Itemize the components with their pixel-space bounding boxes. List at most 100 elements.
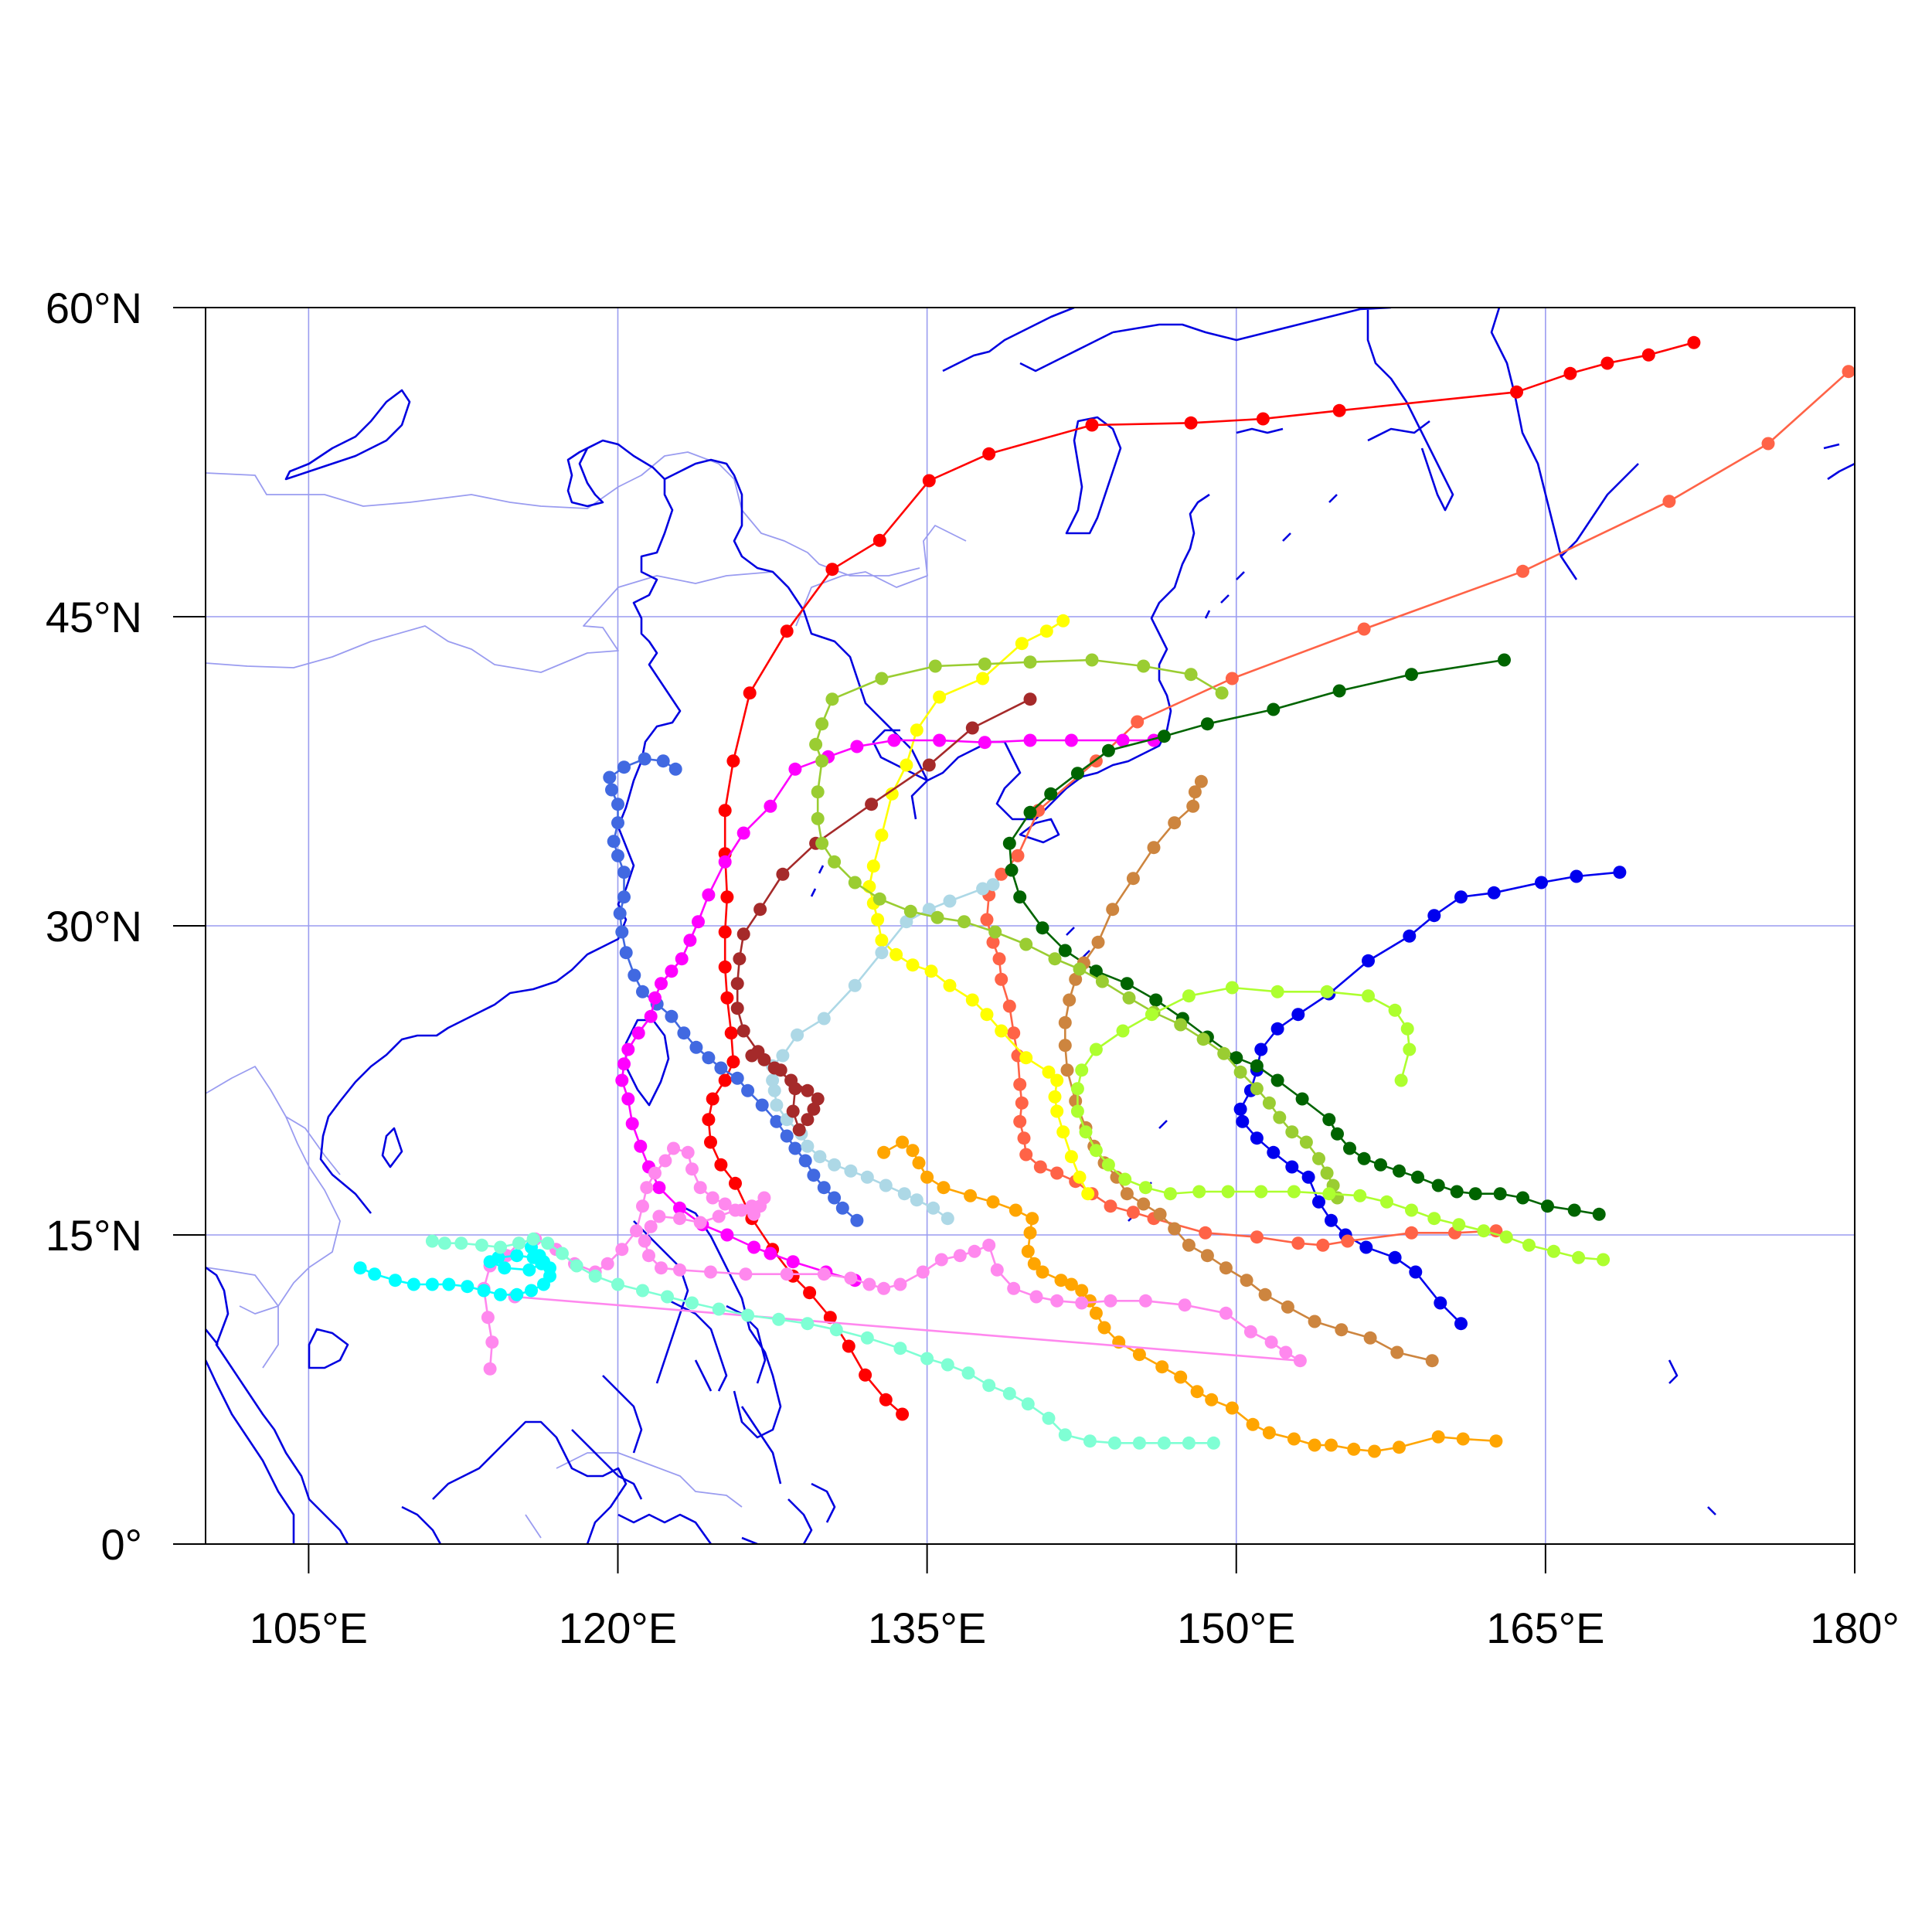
track-point: [995, 1024, 1009, 1038]
track-point: [556, 1247, 569, 1260]
track-point: [850, 740, 864, 753]
track-point: [494, 1287, 507, 1301]
track-point: [1641, 348, 1655, 362]
track-point: [866, 859, 880, 873]
track-point: [1331, 1127, 1344, 1141]
track-point: [1405, 1203, 1418, 1217]
track-point: [906, 958, 920, 972]
track-point: [1050, 1166, 1064, 1180]
track-point: [912, 1156, 926, 1170]
track-point: [1499, 1230, 1513, 1244]
track-point: [801, 1317, 815, 1331]
track-point: [1390, 1345, 1404, 1359]
track-point: [1050, 1104, 1064, 1118]
track-point: [1359, 1240, 1373, 1254]
track-point: [714, 1061, 728, 1075]
track-point: [1095, 975, 1109, 988]
track-point: [980, 913, 994, 927]
track-point: [860, 1331, 874, 1345]
track-point: [1270, 985, 1284, 998]
track-point: [1325, 1213, 1338, 1227]
track-point: [865, 798, 879, 811]
track-point: [1270, 1022, 1284, 1036]
track-point: [1060, 1063, 1074, 1077]
track-point: [483, 1362, 497, 1376]
track-point: [986, 935, 1000, 949]
track-point: [406, 1277, 420, 1291]
track-14: [809, 653, 1344, 1205]
track-point: [1291, 1008, 1305, 1022]
track-point: [1178, 1298, 1192, 1312]
track-point: [910, 1193, 923, 1207]
track-point: [1308, 1315, 1321, 1328]
track-point: [1450, 1185, 1464, 1199]
track-point: [720, 991, 734, 1005]
track-point: [617, 866, 631, 879]
track-point: [1687, 335, 1701, 349]
track-point: [1116, 733, 1130, 747]
track-point: [900, 758, 913, 772]
track-point: [776, 1049, 790, 1063]
track-point: [718, 925, 732, 939]
track-point: [1285, 1160, 1299, 1174]
track-point: [603, 770, 617, 784]
lat-tick-label: 30°N: [46, 902, 142, 951]
track-point: [1341, 1234, 1355, 1248]
track-point: [1015, 637, 1029, 651]
track-point: [817, 1012, 831, 1026]
track-point: [1013, 890, 1027, 904]
track-point: [1403, 1043, 1417, 1056]
track-point: [1155, 1360, 1169, 1374]
track-3: [877, 1135, 1503, 1458]
track-point: [368, 1267, 382, 1281]
track-point: [541, 1236, 555, 1250]
track-point: [877, 1145, 891, 1159]
track-point: [1182, 989, 1196, 1003]
track-point: [780, 1129, 794, 1143]
track-point: [1091, 935, 1105, 949]
track-point: [1039, 624, 1053, 638]
track-point: [425, 1234, 439, 1248]
track-point: [733, 952, 747, 966]
track-point: [1190, 1385, 1204, 1399]
track-point: [1058, 1015, 1072, 1029]
lon-tick-label: 180°: [1810, 1604, 1900, 1652]
track-point: [739, 1267, 753, 1281]
track-point: [1126, 872, 1140, 886]
track-point: [1363, 1331, 1377, 1345]
track-point: [1388, 1250, 1402, 1264]
track-point: [965, 993, 979, 1007]
track-point: [1312, 1195, 1325, 1209]
track-point: [1600, 356, 1614, 370]
track-point: [1516, 564, 1529, 578]
track-point: [677, 1026, 691, 1040]
track-point: [702, 1051, 716, 1065]
track-point: [1592, 1207, 1606, 1221]
track-point: [1083, 1434, 1097, 1448]
track-point: [957, 915, 971, 929]
track-point: [1056, 614, 1070, 628]
track-point: [1258, 1287, 1272, 1301]
track-point: [1070, 767, 1084, 781]
track-point: [1332, 403, 1346, 417]
track-point: [1023, 1226, 1037, 1240]
track-point: [1254, 1043, 1268, 1056]
track-point: [1320, 1166, 1334, 1180]
track-point: [1493, 1187, 1507, 1201]
track-point: [1510, 385, 1523, 399]
track-point: [1005, 863, 1019, 877]
track-point: [615, 925, 629, 939]
track-point: [667, 1141, 680, 1155]
lon-tick-label: 135°E: [868, 1604, 986, 1652]
track-point: [1168, 816, 1182, 830]
track-point: [1489, 1434, 1503, 1448]
track-point: [1174, 1370, 1188, 1384]
track-point: [1054, 1274, 1068, 1287]
track-point: [764, 1247, 777, 1260]
track-point: [1085, 653, 1099, 667]
track-15: [1070, 981, 1611, 1267]
track-point: [1044, 787, 1058, 801]
track-point: [1468, 1187, 1482, 1201]
track-point: [877, 1281, 891, 1295]
track-point: [625, 1117, 639, 1131]
